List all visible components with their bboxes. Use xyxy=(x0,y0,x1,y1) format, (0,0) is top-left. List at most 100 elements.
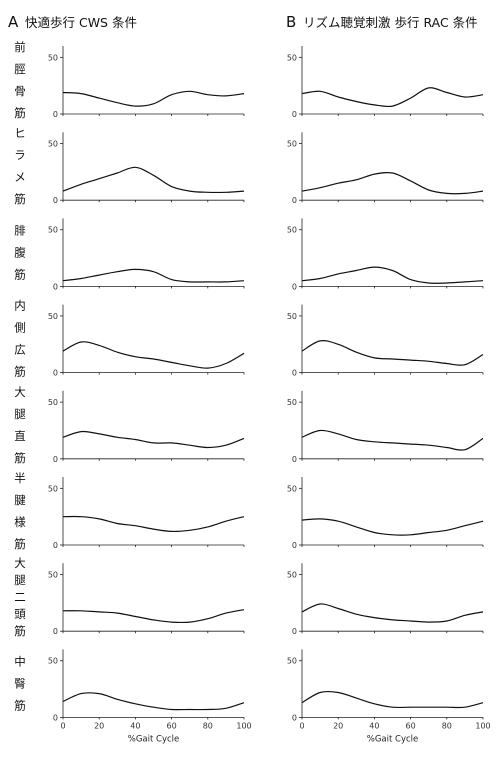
muscle-label-char: 腿 xyxy=(14,407,26,421)
y-tick-label: 50 xyxy=(287,571,297,580)
muscle-label-char: 大 xyxy=(14,385,26,399)
x-axis-label: %Gait Cycle xyxy=(128,734,180,744)
y-tick-label: 0 xyxy=(292,713,297,722)
y-tick-label: 0 xyxy=(292,369,297,378)
subplot-b-1: 0 50 xyxy=(287,46,484,119)
emg-curve xyxy=(62,515,245,533)
x-tick-label: 20 xyxy=(333,721,343,730)
emg-curve xyxy=(301,603,484,623)
panel-b-letter: B xyxy=(286,13,296,31)
emg-curve xyxy=(62,609,245,624)
y-tick-label: 0 xyxy=(292,541,297,550)
plot-grid: 0500500500500500500500500500500500500500… xyxy=(48,46,484,722)
muscle-label-char: 様 xyxy=(14,515,26,529)
muscle-label-char: 広 xyxy=(14,343,26,357)
emg-curve xyxy=(62,692,245,711)
x-tick-label: 20 xyxy=(94,721,104,730)
muscle-label-char: 半 xyxy=(14,471,26,485)
y-tick-label: 0 xyxy=(53,369,58,378)
y-tick-label: 0 xyxy=(292,282,297,291)
y-tick-label: 0 xyxy=(53,541,58,550)
muscle-label-char: 中 xyxy=(14,654,26,668)
emg-curve xyxy=(301,87,484,108)
x-tick-label: 80 xyxy=(203,721,213,730)
y-tick-label: 50 xyxy=(48,484,58,493)
muscle-label-char: 筋 xyxy=(14,267,26,281)
subplot-b-8: 0 50 xyxy=(287,649,484,722)
panel-a-title: 快適歩行 CWS 条件 xyxy=(25,15,137,30)
muscle-label-char: 筋 xyxy=(14,698,26,712)
emg-curve xyxy=(301,266,484,284)
emg-curve xyxy=(301,690,484,709)
x-tick-label: 100 xyxy=(475,721,490,730)
y-tick-label: 0 xyxy=(53,110,58,119)
muscle-label-char: 筋 xyxy=(14,106,26,120)
y-tick-label: 0 xyxy=(53,282,58,291)
y-tick-label: 0 xyxy=(53,713,58,722)
subplot-b-5: 0 50 xyxy=(287,390,484,464)
muscle-label-char: 腱 xyxy=(14,493,26,507)
subplot-b-6: 0 50 xyxy=(287,477,484,550)
muscle-label-char: 筋 xyxy=(14,537,26,551)
subplot-a-5: 0 50 xyxy=(48,390,245,464)
subplot-a-6: 0 50 xyxy=(48,477,245,550)
y-tick-label: 50 xyxy=(287,398,297,407)
y-tick-label: 0 xyxy=(292,110,297,119)
y-tick-label: 50 xyxy=(287,140,297,149)
x-tick-label: 60 xyxy=(406,721,416,730)
muscle-label-char: ラ xyxy=(14,148,26,162)
y-tick-label: 50 xyxy=(48,312,58,321)
y-tick-label: 50 xyxy=(48,226,58,235)
y-tick-label: 50 xyxy=(48,53,58,62)
muscle-label-char: 頭 xyxy=(14,607,26,621)
muscle-label-char: 脛 xyxy=(14,62,26,76)
muscle-label-char: 大 xyxy=(14,556,26,570)
subplot-a-3: 0 50 xyxy=(48,218,245,291)
panel-a-letter: A xyxy=(8,13,19,31)
y-tick-label: 50 xyxy=(48,140,58,149)
subplot-a-8: 0 50 xyxy=(48,649,245,722)
muscle-label-char: 腹 xyxy=(14,245,26,259)
y-tick-label: 50 xyxy=(287,226,297,235)
y-tick-label: 0 xyxy=(53,196,58,205)
panel-headers: A 快適歩行 CWS 条件 B リズム聴覚刺激 歩行 RAC 条件 xyxy=(8,13,478,31)
muscle-label-char: 筋 xyxy=(14,624,26,638)
y-tick-label: 0 xyxy=(53,455,58,464)
x-tick-label: 0 xyxy=(299,721,304,730)
muscle-label-char: メ xyxy=(14,170,26,184)
emg-curve xyxy=(62,90,245,107)
y-tick-label: 50 xyxy=(287,312,297,321)
x-tick-label: 60 xyxy=(167,721,177,730)
emg-curve xyxy=(301,171,484,195)
subplot-b-7: 0 50 xyxy=(287,563,484,636)
subplot-a-2: 0 50 xyxy=(48,132,245,205)
muscle-label-char: 骨 xyxy=(14,84,26,98)
emg-curve xyxy=(62,430,245,449)
muscle-label-char: 筋 xyxy=(14,192,26,206)
muscle-label-char: 筋 xyxy=(14,451,26,465)
muscle-label-char: 腓 xyxy=(14,223,26,237)
x-axis: 0 20 40 60 80 100 %Gait Cycle 0 20 40 60 80 100 %Gait… xyxy=(60,721,490,744)
muscle-label-char: ヒ xyxy=(14,126,26,140)
y-tick-label: 50 xyxy=(48,571,58,580)
x-tick-label: 40 xyxy=(369,721,379,730)
emg-curve xyxy=(301,429,484,451)
emg-curve xyxy=(301,518,484,536)
subplot-b-3: 0 50 xyxy=(287,218,484,291)
x-tick-label: 80 xyxy=(442,721,452,730)
y-tick-label: 50 xyxy=(48,657,58,666)
emg-curve xyxy=(301,340,484,366)
y-tick-label: 0 xyxy=(292,627,297,636)
x-tick-label: 100 xyxy=(236,721,251,730)
muscle-label-char: 前 xyxy=(14,40,26,54)
subplot-a-4: 0 50 xyxy=(48,304,245,378)
emg-curve xyxy=(62,166,245,194)
y-tick-label: 0 xyxy=(292,455,297,464)
x-axis-label: %Gait Cycle xyxy=(367,734,419,744)
muscle-label-char: 腿 xyxy=(14,573,26,587)
panel-b-title: リズム聴覚刺激 歩行 RAC 条件 xyxy=(303,15,478,30)
muscle-label-char: 筋 xyxy=(14,365,26,379)
subplot-a-7: 0 50 xyxy=(48,563,245,636)
subplot-b-2: 0 50 xyxy=(287,132,484,205)
